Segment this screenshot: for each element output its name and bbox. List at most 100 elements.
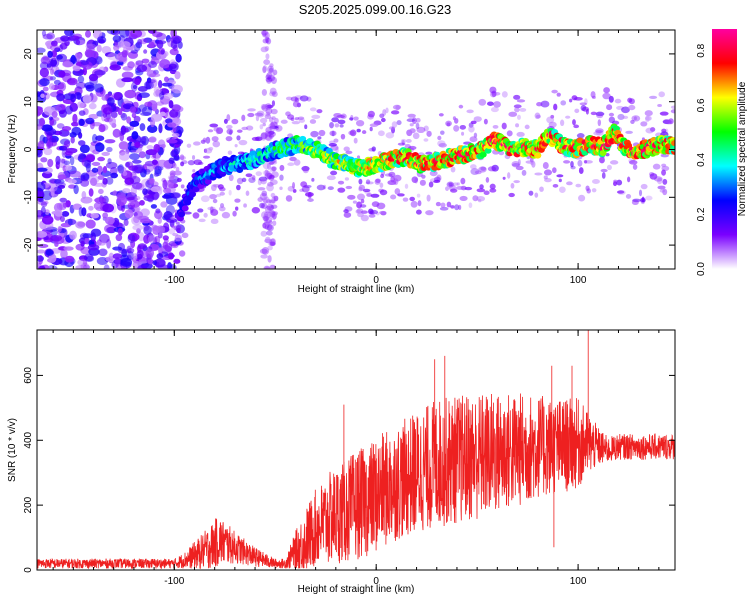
spectrogram-cell — [43, 147, 53, 156]
spectrogram-cell — [269, 179, 278, 185]
spectrogram-cell — [262, 221, 270, 230]
spectrogram-cell — [385, 107, 389, 114]
spectrogram-cell — [268, 161, 274, 165]
spectrogram-cell — [236, 177, 244, 185]
spectrogram-cell — [207, 129, 214, 133]
spectrogram-cell — [264, 266, 270, 269]
spectrogram-cell — [625, 193, 632, 199]
spectrogram-cell — [88, 188, 94, 197]
spectrogram-cell — [603, 87, 610, 94]
spectrogram-cell — [261, 88, 268, 96]
spectrogram-cell — [559, 186, 566, 193]
spectrogram-cell — [200, 195, 210, 203]
y-tick-label: 0 — [23, 146, 34, 152]
spectrogram-cell — [263, 211, 272, 218]
spectrogram-cell — [77, 101, 85, 109]
spectrogram-cell — [264, 236, 271, 244]
spectrogram-cell — [435, 201, 441, 207]
spectrogram-cell — [644, 110, 653, 117]
spectrogram-cell — [71, 126, 82, 136]
spectrogram-cell — [138, 151, 146, 159]
spectrogram-cell — [659, 189, 666, 193]
spectrogram-cell — [331, 130, 335, 137]
x-tick-label: 100 — [570, 576, 587, 587]
spectrogram-cell — [112, 253, 123, 260]
spectrogram-cell — [37, 243, 49, 248]
spectrogram-cell — [235, 206, 239, 211]
spectrogram-cell — [172, 162, 177, 169]
spectrogram-cell — [270, 238, 276, 246]
spectrogram-cell — [539, 186, 544, 192]
spectrogram-cell — [270, 71, 276, 78]
spectrogram-cell — [446, 122, 451, 127]
spectrogram-cell — [251, 136, 260, 141]
spectrogram-cell — [266, 203, 274, 211]
spectrogram-cell — [75, 39, 81, 45]
spectrogram-cell — [279, 174, 284, 181]
spectrogram-cell — [450, 188, 458, 193]
spectrogram-cell — [219, 191, 225, 196]
spectrogram-cell — [263, 198, 268, 205]
spectrogram-cell — [58, 109, 67, 118]
spectrogram-cell — [228, 189, 232, 196]
spectrogram-cell — [264, 238, 273, 244]
spectrogram-cell — [265, 170, 271, 178]
spectrogram-cell — [384, 173, 393, 177]
spectrogram-cell — [42, 92, 50, 100]
spectrogram-cell — [129, 200, 136, 206]
spectrogram-cell — [266, 104, 274, 109]
spectrogram-cell — [265, 199, 272, 204]
spectrogram-cell — [573, 124, 580, 129]
spectrogram-cell — [137, 39, 143, 45]
spectrogram-cell — [69, 230, 77, 240]
spectrogram-cell — [409, 196, 415, 202]
spectrogram-cell — [55, 155, 61, 166]
spectrogram-cell — [150, 204, 158, 209]
spectrogram-cell — [132, 224, 144, 231]
spectrogram-cell — [513, 94, 521, 100]
spectrogram-cell — [265, 221, 270, 229]
spectrogram-cells — [37, 30, 675, 269]
spectrogram-cell — [102, 107, 113, 115]
spectrogram-cell — [107, 52, 119, 61]
spectrogram-cell — [168, 228, 176, 235]
spectrogram-cell — [124, 209, 134, 219]
spectrogram-cell — [96, 36, 107, 44]
spectrogram-cell — [95, 135, 105, 142]
spectrogram-cell — [89, 177, 98, 186]
spectrogram-cell — [266, 224, 274, 232]
spectrogram-cell — [266, 37, 272, 45]
spectrogram-cell — [425, 151, 433, 155]
spectrogram-cell — [590, 91, 596, 99]
spectrogram-cell — [82, 174, 90, 181]
spectrogram-cell — [662, 188, 668, 196]
spectrogram-cell — [478, 98, 487, 106]
spectrogram-cell — [565, 115, 571, 119]
spectrogram-cell — [70, 136, 75, 144]
colorbar-ticks: 0.0 0.2 0.4 0.6 0.8 — [696, 43, 707, 276]
spectrogram-cell — [77, 140, 86, 146]
spectrogram-cell — [91, 167, 99, 173]
spectrogram-cell — [37, 140, 45, 150]
spectrogram-cell — [80, 174, 86, 181]
spectrogram-cell — [426, 194, 431, 202]
spectrogram-cell — [48, 83, 55, 91]
spectrogram-cell — [606, 104, 613, 111]
spectrogram-cell — [649, 95, 658, 99]
spectrogram-cell — [329, 130, 337, 137]
spectrogram-cell — [410, 200, 418, 208]
spectrogram-cell — [450, 205, 455, 209]
spectrogram-cell — [84, 49, 94, 58]
spectrogram-cell — [193, 159, 203, 166]
spectrogram-cell — [40, 157, 48, 163]
spectrogram-cell — [510, 182, 515, 189]
spectrogram-cell — [88, 205, 94, 211]
spectrogram-cell — [551, 89, 558, 94]
spectrogram-cell — [217, 184, 224, 190]
spectrogram-cell — [476, 195, 486, 202]
spectrogram-cell — [51, 111, 58, 118]
spectrogram-cell — [80, 246, 91, 255]
spectrogram-cell — [405, 138, 412, 143]
spectrogram-cell — [63, 246, 74, 251]
spectrogram-cell — [310, 130, 319, 138]
